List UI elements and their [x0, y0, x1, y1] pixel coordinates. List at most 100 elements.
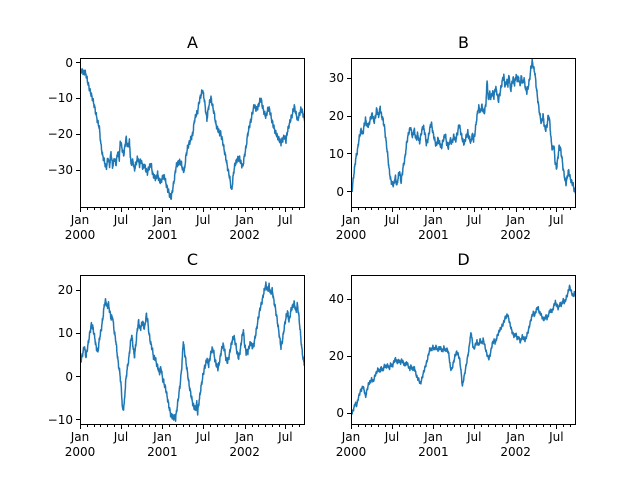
x-tick-label: Jan 2001	[418, 213, 449, 242]
x-minor-tick	[223, 425, 225, 427]
x-major-tick	[244, 425, 246, 429]
subplot-a-plot-area	[80, 58, 305, 208]
x-minor-tick	[453, 425, 455, 427]
y-tick-label: 20	[57, 283, 73, 298]
x-minor-tick	[412, 208, 414, 210]
x-minor-tick	[217, 208, 219, 210]
x-major-tick	[80, 208, 81, 212]
x-minor-tick	[114, 208, 116, 210]
x-minor-tick	[141, 425, 143, 427]
x-minor-tick	[549, 208, 551, 210]
y-tick-label: 30	[328, 71, 344, 86]
x-minor-tick	[257, 425, 259, 427]
x-minor-tick	[299, 425, 301, 427]
x-minor-tick	[196, 425, 198, 427]
x-minor-tick	[196, 208, 198, 210]
y-tick	[76, 419, 80, 421]
x-minor-tick	[278, 425, 280, 427]
x-tick-label: Jul	[113, 213, 129, 227]
x-major-tick	[515, 208, 517, 212]
x-minor-tick	[378, 425, 380, 427]
x-minor-tick	[230, 208, 232, 210]
x-tick-label: Jul	[113, 430, 129, 444]
x-tick-label: Jul	[195, 213, 211, 227]
y-tick	[347, 412, 351, 414]
x-minor-tick	[446, 425, 448, 427]
series-line	[81, 281, 304, 422]
y-tick	[76, 97, 80, 99]
x-minor-tick	[488, 425, 490, 427]
subplot-c-title: C	[186, 250, 199, 269]
x-minor-tick	[299, 208, 301, 210]
x-tick-label: Jul	[278, 430, 293, 444]
x-minor-tick	[237, 425, 239, 427]
x-minor-tick	[426, 208, 428, 210]
x-tick-label: Jan 2002	[229, 430, 260, 459]
y-tick-label: 0	[336, 184, 344, 199]
x-minor-tick	[182, 208, 184, 210]
x-minor-tick	[405, 208, 407, 210]
x-tick-label: Jan 2000	[335, 213, 367, 242]
x-minor-tick	[155, 425, 157, 427]
y-tick	[347, 355, 351, 357]
y-tick	[347, 77, 351, 79]
x-minor-tick	[385, 425, 387, 427]
x-minor-tick	[148, 425, 150, 427]
series-line	[81, 67, 304, 200]
x-minor-tick	[271, 208, 273, 210]
x-minor-tick	[398, 208, 400, 210]
x-minor-tick	[542, 425, 544, 427]
x-major-tick	[203, 208, 205, 212]
x-tick-label: Jul	[384, 213, 400, 227]
x-minor-tick	[528, 208, 530, 210]
x-tick-label: Jul	[466, 213, 482, 227]
subplot-d-title: D	[457, 250, 470, 269]
y-tick-label: 10	[57, 326, 73, 341]
x-major-tick	[80, 425, 81, 429]
x-minor-tick	[278, 208, 280, 210]
y-tick	[76, 62, 80, 64]
x-minor-tick	[467, 425, 469, 427]
x-minor-tick	[494, 208, 496, 210]
x-tick-label: Jul	[549, 213, 564, 227]
line-series-A	[81, 67, 304, 200]
x-minor-tick	[107, 208, 109, 210]
x-minor-tick	[563, 208, 565, 210]
x-minor-tick	[398, 425, 400, 427]
x-minor-tick	[134, 425, 136, 427]
x-minor-tick	[549, 425, 551, 427]
x-minor-tick	[501, 425, 503, 427]
x-minor-tick	[412, 425, 414, 427]
x-minor-tick	[364, 208, 366, 210]
x-minor-tick	[169, 208, 171, 210]
x-major-tick	[203, 425, 205, 429]
y-tick	[347, 191, 351, 193]
x-major-tick	[244, 208, 246, 212]
x-minor-tick	[385, 208, 387, 210]
y-tick-label: 0	[336, 406, 344, 421]
x-minor-tick	[271, 425, 273, 427]
x-tick-label: Jan 2002	[229, 213, 260, 242]
x-minor-tick	[535, 425, 537, 427]
x-minor-tick	[264, 208, 266, 210]
x-minor-tick	[257, 208, 259, 210]
x-minor-tick	[100, 425, 102, 427]
x-minor-tick	[378, 208, 380, 210]
x-tick-label: Jan 2000	[335, 430, 367, 459]
x-minor-tick	[481, 425, 483, 427]
x-minor-tick	[292, 208, 294, 210]
x-minor-tick	[141, 208, 143, 210]
x-minor-tick	[264, 425, 266, 427]
x-minor-tick	[563, 425, 565, 427]
x-minor-tick	[251, 208, 253, 210]
x-minor-tick	[210, 425, 212, 427]
x-major-tick	[433, 208, 435, 212]
x-minor-tick	[217, 425, 219, 427]
x-minor-tick	[127, 208, 129, 210]
x-major-tick	[474, 425, 476, 429]
subplot-d-plot-area	[351, 275, 576, 425]
x-minor-tick	[93, 425, 95, 427]
x-minor-tick	[405, 425, 407, 427]
x-major-tick	[433, 425, 435, 429]
